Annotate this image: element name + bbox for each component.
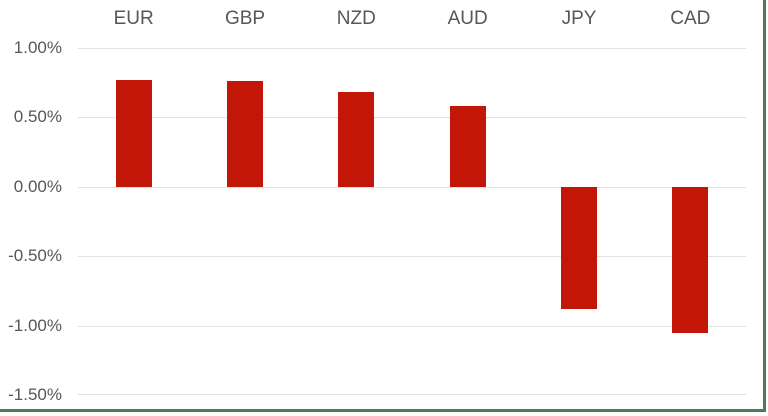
y-tick-label: 0.50% bbox=[13, 107, 62, 127]
x-tick-label-eur: EUR bbox=[113, 8, 154, 29]
y-tick-label: -1.50% bbox=[8, 385, 62, 404]
gridline bbox=[78, 394, 746, 395]
gridline bbox=[78, 48, 746, 49]
x-tick-label-cad: CAD bbox=[670, 8, 711, 29]
x-tick-label-jpy: JPY bbox=[561, 8, 597, 29]
y-tick-label: -0.50% bbox=[8, 246, 62, 266]
gridline bbox=[78, 256, 746, 258]
plot-area bbox=[78, 48, 746, 395]
bar-gbp bbox=[227, 81, 263, 187]
gridline bbox=[78, 325, 746, 327]
bar-cad bbox=[672, 186, 709, 333]
gridline bbox=[78, 117, 746, 119]
x-tick-label-nzd: NZD bbox=[336, 8, 376, 29]
bar-aud bbox=[449, 106, 486, 187]
y-tick-label: -1.00% bbox=[8, 315, 62, 335]
x-tick-label-gbp: GBP bbox=[224, 8, 266, 29]
bar-jpy bbox=[561, 186, 597, 309]
y-tick-label: 0.00% bbox=[13, 176, 62, 196]
gridline bbox=[78, 186, 746, 188]
x-tick-label-aud: AUD bbox=[447, 8, 488, 29]
bar-nzd bbox=[338, 92, 375, 187]
bar-eur bbox=[115, 79, 152, 187]
y-tick-label: 1.00% bbox=[13, 38, 62, 57]
